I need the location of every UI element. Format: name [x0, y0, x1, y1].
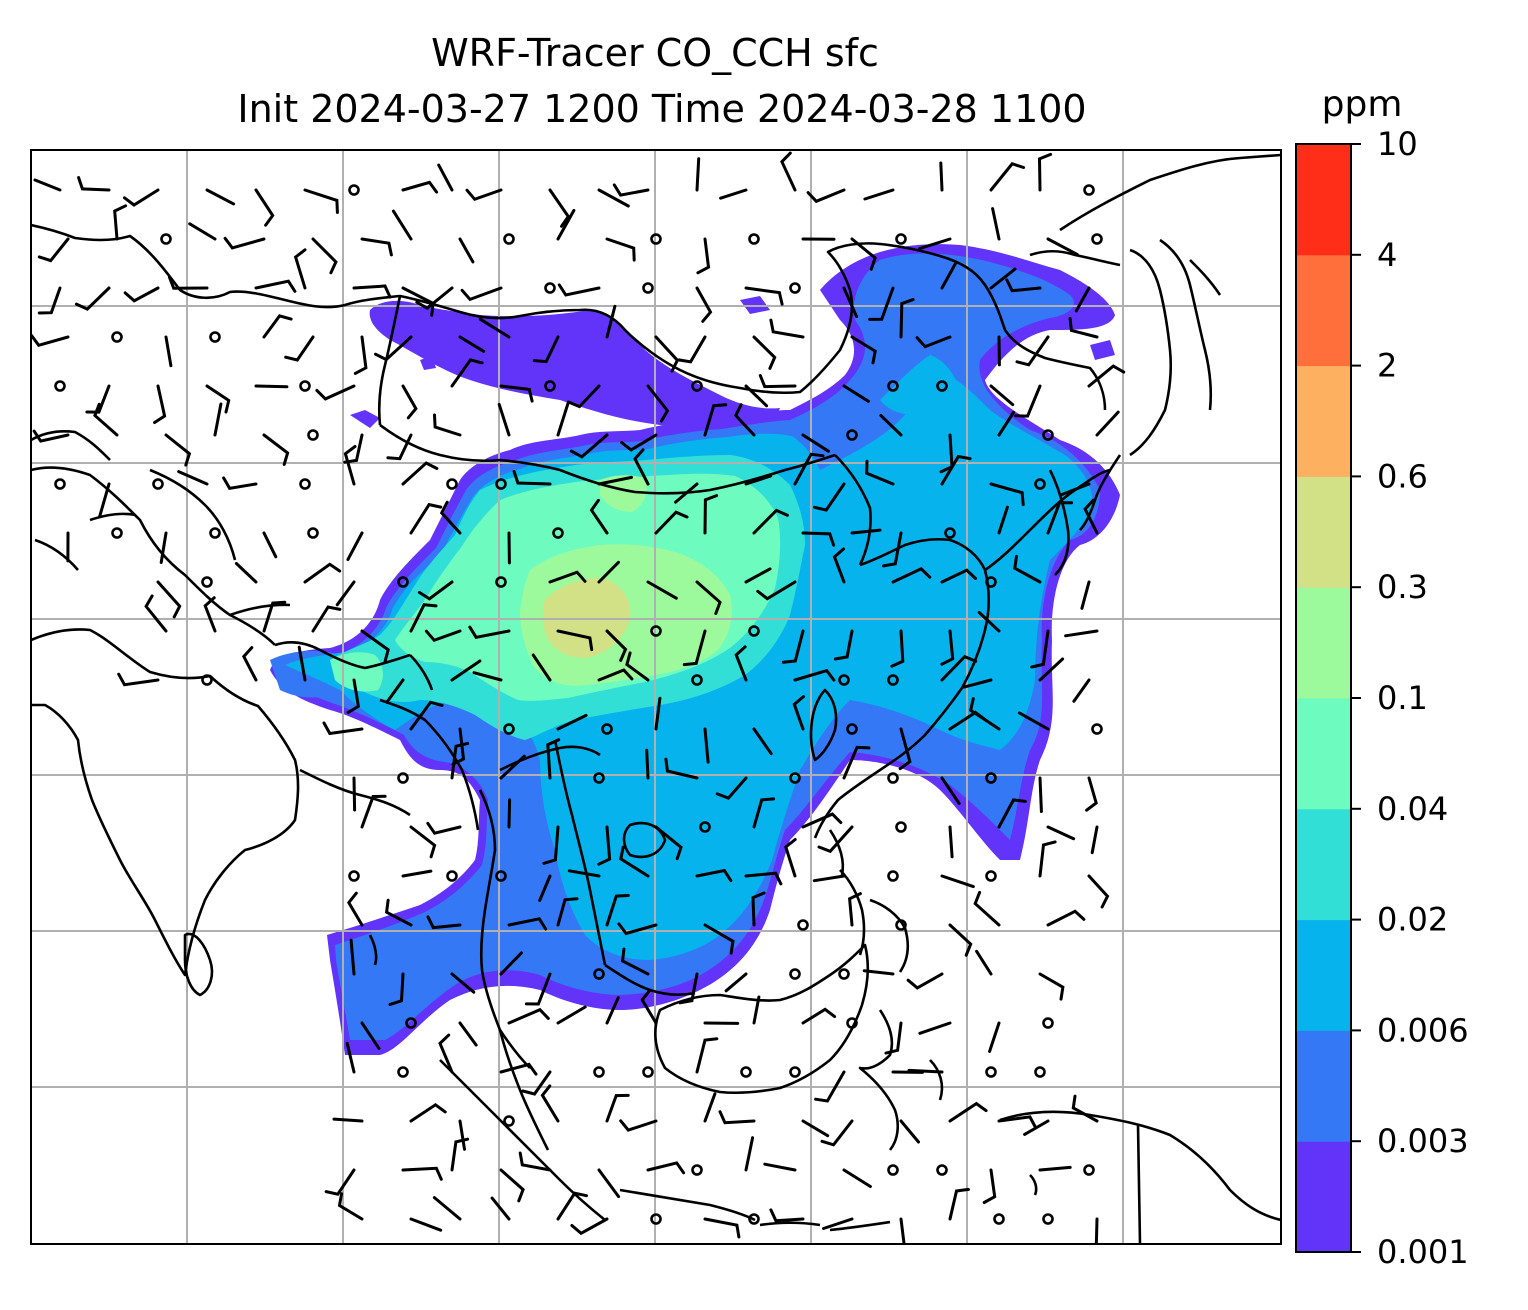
colorbar-tick-label: 2	[1377, 347, 1397, 385]
colorbar: 0.001 0.003 0.006 0.02 0.04 0.1 0.3 0.6 2 4 10	[1296, 125, 1469, 1271]
colorbar-segment	[1296, 366, 1351, 477]
colorbar-tick-label: 0.04	[1377, 790, 1448, 828]
wind-barb	[950, 827, 952, 857]
wind-barb	[1040, 778, 1041, 812]
colorbar-segment	[1296, 809, 1351, 920]
wind-barb	[1096, 1219, 1097, 1246]
colorbar-tick-label: 0.001	[1377, 1233, 1469, 1271]
colorbar-segment	[1296, 587, 1351, 698]
colorbar-tick-label: 10	[1377, 125, 1418, 163]
colorbar-tick-label: 0.003	[1377, 1122, 1469, 1160]
wind-barb	[354, 778, 355, 810]
wind-barb	[334, 1119, 362, 1121]
colorbar-tick-label: 0.6	[1377, 457, 1428, 495]
colorbar-tick-label: 0.02	[1377, 901, 1448, 939]
colorbar-unit: ppm	[1322, 84, 1403, 125]
wind-barb	[509, 800, 510, 827]
colorbar-segment	[1296, 1141, 1351, 1252]
wind-barb	[647, 750, 648, 778]
wind-barb	[941, 163, 942, 190]
colorbar-segment	[1296, 920, 1351, 1031]
colorbar-segment	[1296, 1030, 1351, 1141]
colorbar-tick-label: 0.3	[1377, 568, 1428, 606]
wind-barb	[256, 386, 287, 387]
colorbar-segment	[1296, 698, 1351, 809]
wind-barb	[909, 1070, 942, 1072]
colorbar-tick-label: 0.006	[1377, 1011, 1469, 1049]
colorbar-segment	[1296, 255, 1351, 366]
chart-title-line1: WRF-Tracer CO_CCH sfc	[431, 31, 879, 75]
colorbar-tick-label: 4	[1377, 236, 1397, 274]
colorbar-segment	[1296, 476, 1351, 587]
wind-barb	[697, 159, 699, 190]
colorbar-tick-label: 0.1	[1377, 679, 1428, 717]
map-panel	[31, 150, 1281, 1251]
chart-title-line2: Init 2024-03-27 1200 Time 2024-03-28 110…	[237, 87, 1086, 131]
colorbar-segment	[1296, 144, 1351, 255]
